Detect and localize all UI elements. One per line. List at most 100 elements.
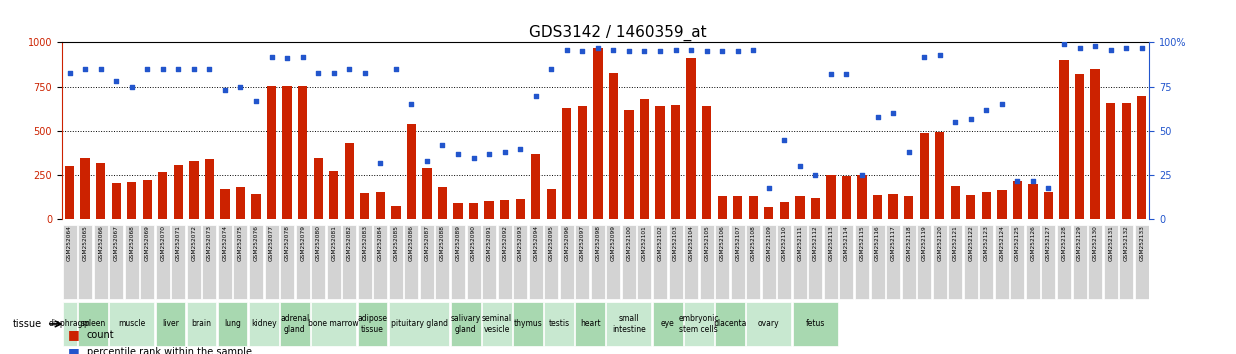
Bar: [1121, 103, 1131, 219]
FancyBboxPatch shape: [1042, 224, 1056, 299]
Point: [277, 56, 297, 61]
Point: [759, 185, 779, 190]
Point: [1038, 185, 1058, 190]
Bar: [454, 202, 462, 219]
Bar: [1059, 60, 1069, 219]
Bar: [174, 165, 183, 219]
FancyBboxPatch shape: [389, 302, 450, 346]
FancyBboxPatch shape: [1135, 224, 1148, 299]
FancyBboxPatch shape: [203, 224, 216, 299]
Text: GSM252086: GSM252086: [409, 225, 414, 261]
FancyBboxPatch shape: [560, 224, 574, 299]
Bar: [858, 175, 866, 219]
Point: [728, 48, 748, 54]
Point: [1101, 47, 1121, 52]
Text: GSM252091: GSM252091: [487, 225, 492, 261]
FancyBboxPatch shape: [777, 224, 791, 299]
FancyBboxPatch shape: [78, 302, 108, 346]
Point: [464, 155, 483, 160]
Point: [915, 54, 934, 59]
Text: GDS3142 / 1460359_at: GDS3142 / 1460359_at: [529, 25, 707, 41]
FancyBboxPatch shape: [1010, 224, 1025, 299]
FancyBboxPatch shape: [964, 224, 978, 299]
Text: GSM252080: GSM252080: [315, 225, 320, 261]
Bar: [997, 190, 1006, 219]
Point: [371, 160, 391, 166]
FancyBboxPatch shape: [979, 224, 994, 299]
FancyBboxPatch shape: [870, 224, 885, 299]
FancyBboxPatch shape: [1104, 224, 1117, 299]
Bar: [749, 196, 758, 219]
FancyBboxPatch shape: [109, 224, 124, 299]
Point: [137, 66, 157, 72]
Bar: [515, 199, 525, 219]
Bar: [967, 195, 975, 219]
Point: [293, 54, 313, 59]
Text: muscle: muscle: [119, 319, 146, 329]
Bar: [236, 187, 245, 219]
Text: adrenal
gland: adrenal gland: [281, 314, 309, 333]
Point: [199, 66, 219, 72]
Text: GSM252078: GSM252078: [284, 225, 289, 261]
Point: [106, 79, 126, 84]
Bar: [220, 189, 230, 219]
Text: fetus: fetus: [806, 319, 826, 329]
Bar: [66, 166, 74, 219]
Point: [666, 47, 686, 52]
Text: GSM252129: GSM252129: [1077, 225, 1082, 261]
Bar: [111, 183, 121, 219]
FancyBboxPatch shape: [995, 224, 1009, 299]
Point: [355, 70, 375, 75]
Text: testis: testis: [549, 319, 570, 329]
Bar: [842, 176, 852, 219]
Point: [775, 137, 795, 143]
Text: GSM252131: GSM252131: [1109, 225, 1114, 261]
FancyBboxPatch shape: [544, 302, 574, 346]
FancyBboxPatch shape: [404, 224, 419, 299]
Bar: [1028, 184, 1037, 219]
Text: GSM252107: GSM252107: [735, 225, 740, 261]
FancyBboxPatch shape: [575, 224, 590, 299]
FancyBboxPatch shape: [482, 224, 496, 299]
FancyBboxPatch shape: [94, 224, 108, 299]
Point: [1085, 43, 1105, 49]
FancyBboxPatch shape: [482, 302, 512, 346]
FancyBboxPatch shape: [156, 224, 169, 299]
Point: [946, 119, 965, 125]
Bar: [950, 186, 960, 219]
Point: [168, 66, 188, 72]
FancyBboxPatch shape: [792, 302, 838, 346]
FancyBboxPatch shape: [607, 224, 620, 299]
FancyBboxPatch shape: [948, 224, 963, 299]
Point: [340, 66, 360, 72]
Text: GSM252094: GSM252094: [533, 225, 538, 261]
Text: GSM252128: GSM252128: [1062, 225, 1067, 261]
Text: GSM252110: GSM252110: [782, 225, 787, 261]
FancyBboxPatch shape: [357, 302, 387, 346]
Text: GSM252120: GSM252120: [937, 225, 942, 261]
Text: GSM252106: GSM252106: [719, 225, 724, 261]
FancyBboxPatch shape: [700, 224, 713, 299]
Text: GSM252123: GSM252123: [984, 225, 989, 261]
Text: GSM252104: GSM252104: [688, 225, 693, 261]
Text: GSM252101: GSM252101: [641, 225, 646, 261]
Text: GSM252072: GSM252072: [192, 225, 197, 261]
Text: GSM252082: GSM252082: [347, 225, 352, 261]
FancyBboxPatch shape: [125, 224, 138, 299]
FancyBboxPatch shape: [591, 224, 604, 299]
Bar: [251, 194, 261, 219]
Text: GSM252119: GSM252119: [922, 225, 927, 261]
FancyBboxPatch shape: [684, 302, 713, 346]
Point: [993, 102, 1012, 107]
FancyBboxPatch shape: [1057, 224, 1072, 299]
Text: GSM252070: GSM252070: [161, 225, 166, 261]
Point: [417, 158, 436, 164]
Text: ■: ■: [68, 346, 80, 354]
Point: [743, 47, 763, 52]
Text: GSM252092: GSM252092: [502, 225, 507, 261]
Text: GSM252103: GSM252103: [674, 225, 679, 261]
FancyBboxPatch shape: [653, 224, 667, 299]
Bar: [873, 195, 883, 219]
Bar: [702, 106, 711, 219]
Bar: [376, 192, 384, 219]
